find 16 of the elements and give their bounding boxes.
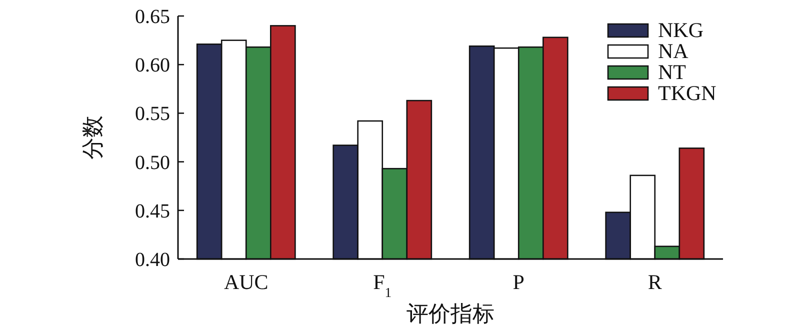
legend-label: NT: [658, 60, 686, 84]
x-tick-label: F$_{1}$: [373, 270, 392, 300]
y-tick-label: 0.50: [135, 152, 170, 174]
y-tick-label: 0.65: [135, 6, 170, 28]
x-tick-label: P: [512, 270, 524, 294]
x-tick-label: R: [648, 270, 662, 294]
y-tick-label: 0.40: [135, 249, 170, 271]
y-tick-label: 0.60: [135, 54, 170, 77]
y-tick-label: 0.45: [135, 200, 170, 222]
legend-label: NA: [658, 39, 690, 63]
legend-label: TKGN: [658, 81, 716, 105]
x-axis-title: 评价指标: [406, 301, 494, 326]
x-tick-label: AUC: [224, 270, 268, 294]
legend-label: NKG: [658, 18, 704, 42]
y-axis-title: 分数: [80, 116, 105, 160]
y-tick-label: 0.55: [135, 103, 170, 126]
